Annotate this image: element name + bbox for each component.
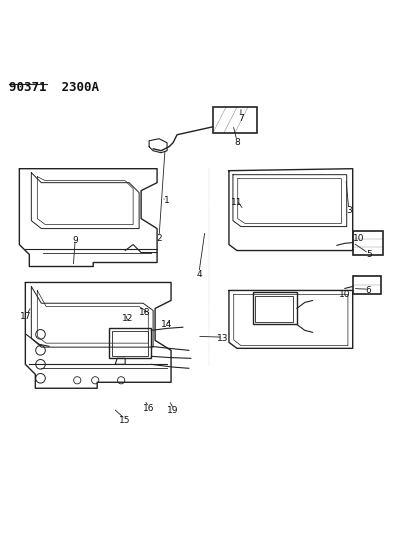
- Text: 7: 7: [237, 114, 243, 123]
- Text: 13: 13: [217, 334, 228, 343]
- Text: 9: 9: [72, 236, 78, 245]
- Text: 6: 6: [365, 286, 371, 295]
- Text: 1: 1: [164, 196, 170, 205]
- Text: 19: 19: [167, 406, 178, 415]
- Text: 10: 10: [338, 290, 350, 299]
- Bar: [254, 296, 292, 322]
- Text: 11: 11: [231, 198, 242, 207]
- Bar: [352, 277, 380, 294]
- Text: 4: 4: [196, 270, 201, 279]
- Text: 5: 5: [365, 250, 371, 259]
- Text: 90371  2300A: 90371 2300A: [9, 81, 99, 94]
- Text: 12: 12: [121, 314, 132, 323]
- Bar: [352, 231, 382, 255]
- Text: 2: 2: [156, 234, 162, 243]
- Text: 18: 18: [139, 308, 150, 317]
- Text: 8: 8: [233, 138, 239, 147]
- Text: 14: 14: [161, 320, 172, 329]
- Text: 3: 3: [345, 206, 351, 215]
- Bar: [213, 107, 256, 133]
- Bar: [109, 328, 151, 358]
- Bar: [112, 331, 148, 357]
- Bar: [252, 293, 296, 325]
- Text: 15: 15: [119, 416, 131, 425]
- Text: 17: 17: [20, 312, 31, 321]
- Text: 10: 10: [352, 234, 364, 243]
- Text: 16: 16: [143, 403, 154, 413]
